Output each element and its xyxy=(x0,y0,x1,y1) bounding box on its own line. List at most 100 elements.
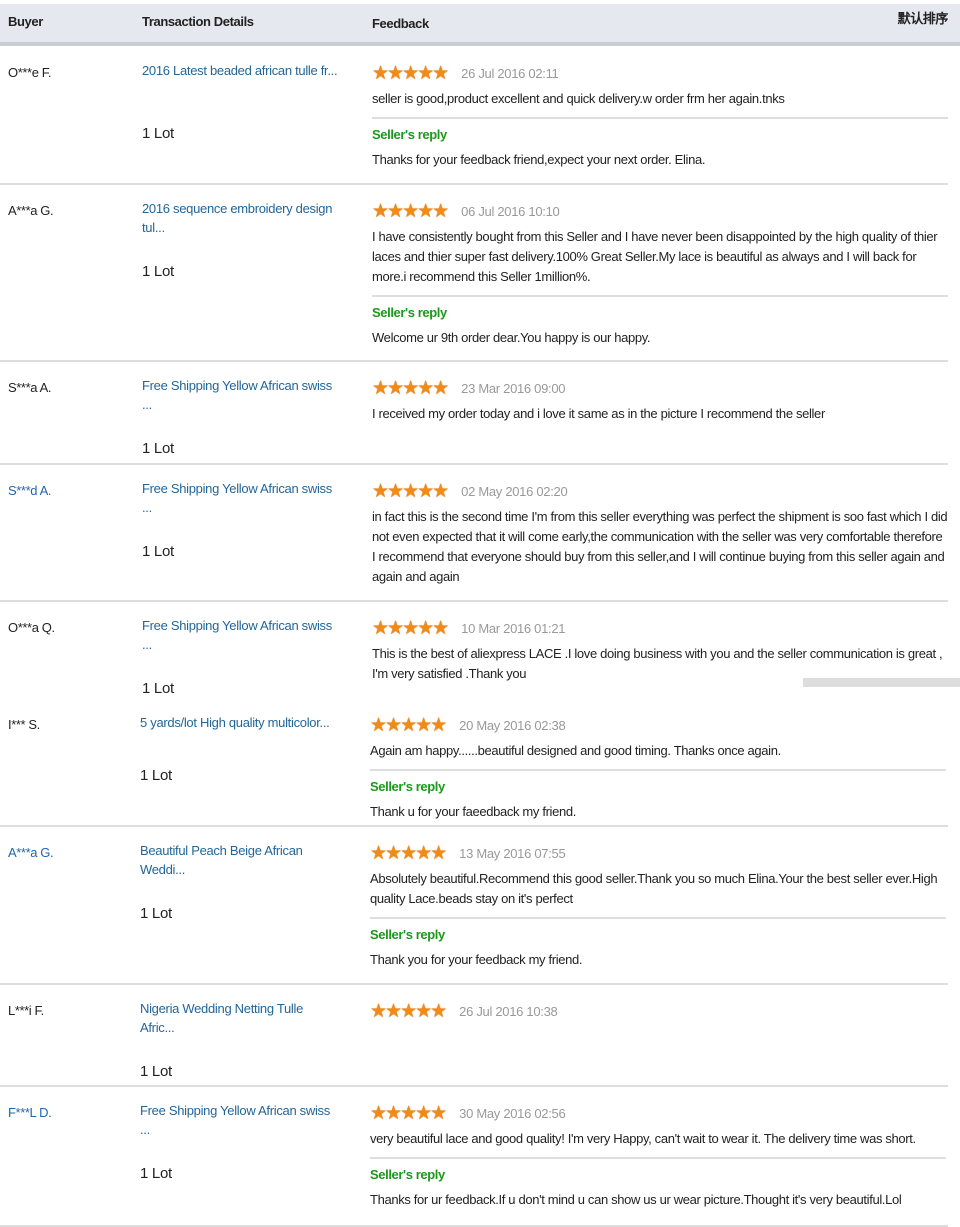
feedback-cell: ★★★★★ 13 May 2016 07:55 Absolutely beautif… xyxy=(370,842,946,967)
rating-line: ★★★★★ 23 Mar 2016 09:00 xyxy=(372,377,948,400)
rating-line: ★★★★★ 02 May 2016 02:20 xyxy=(372,480,948,503)
product-link[interactable]: Free Shipping Yellow African swiss ... xyxy=(140,1103,330,1137)
product-link[interactable]: Free Shipping Yellow African swiss ... xyxy=(142,618,332,652)
buyer-name: S***a A. xyxy=(8,380,52,395)
reply-divider xyxy=(372,117,948,119)
feedback-date: 06 Jul 2016 10:10 xyxy=(461,204,560,219)
feedback-date: 10 Mar 2016 01:21 xyxy=(461,621,566,636)
product-link[interactable]: Free Shipping Yellow African swiss ... xyxy=(142,481,332,515)
seller-reply-label: Seller's reply xyxy=(370,779,445,794)
product-link[interactable]: 5 yards/lot High quality multicolor... xyxy=(140,715,330,730)
product-link[interactable]: Nigeria Wedding Netting Tulle Afric... xyxy=(140,1001,304,1035)
feedback-text: Absolutely beautiful.Recommend this good… xyxy=(370,871,938,906)
buyer-name[interactable]: A***a G. xyxy=(8,845,54,860)
table-row: A***a G. Beautiful Peach Beige African We… xyxy=(0,825,948,985)
feedback-date: 02 May 2016 02:20 xyxy=(461,484,568,499)
table-row: S***a A. Free Shipping Yellow African swi… xyxy=(0,360,948,465)
seller-reply-text: Thank u for your faeedback my friend. xyxy=(370,804,576,819)
reply-divider xyxy=(370,769,946,771)
buyer-name: A***a G. xyxy=(8,203,54,218)
table-row: S***d A. Free Shipping Yellow African swi… xyxy=(0,463,948,602)
seller-reply-text: Welcome ur 9th order dear.You happy is o… xyxy=(372,330,651,345)
feedback-text: seller is good,product excellent and qui… xyxy=(372,91,785,106)
feedback-text: I have consistently bought from this Sel… xyxy=(372,229,938,284)
table-row: O***a Q. Free Shipping Yellow African swi… xyxy=(0,600,948,697)
feedback-text: in fact this is the second time I'm from… xyxy=(372,509,948,584)
feedback-cell: ★★★★★ 02 May 2016 02:20 in fact this is th… xyxy=(372,480,948,587)
reply-divider xyxy=(372,295,948,297)
table-row: L***i F. Nigeria Wedding Netting Tulle Af… xyxy=(0,983,948,1087)
five-star-rating-icon: ★★★★★ xyxy=(372,481,449,502)
feedback-cell: ★★★★★ 23 Mar 2016 09:00 I received my orde… xyxy=(372,377,948,424)
rating-line: ★★★★★ 26 Jul 2016 10:38 xyxy=(370,1000,946,1023)
rating-line: ★★★★★ 26 Jul 2016 02:11 xyxy=(372,62,948,85)
quantity: 1 Lot xyxy=(142,680,174,697)
five-star-rating-icon: ★★★★★ xyxy=(370,843,447,864)
feedback-cell: ★★★★★ 30 May 2016 02:56 very beautiful lac… xyxy=(370,1102,946,1207)
five-star-rating-icon: ★★★★★ xyxy=(372,618,449,639)
buyer-name: L***i F. xyxy=(8,1003,44,1018)
feedback-date: 20 May 2016 02:38 xyxy=(459,718,566,733)
buyer-name[interactable]: F***L D. xyxy=(8,1105,52,1120)
feedback-cell: ★★★★★ 10 Mar 2016 01:21 This is the best o… xyxy=(372,617,948,684)
feedback-cell: ★★★★★ 20 May 2016 02:38 Again am happy....… xyxy=(370,714,946,819)
buyer-name: O***e F. xyxy=(8,65,52,80)
buyer-name: O***a Q. xyxy=(8,620,55,635)
product-link[interactable]: 2016 sequence embroidery design tul... xyxy=(142,201,333,235)
table-row: A***a G. 2016 sequence embroidery design … xyxy=(0,183,948,362)
five-star-rating-icon: ★★★★★ xyxy=(370,1001,447,1022)
header-feedback: Feedback xyxy=(372,16,429,31)
feedback-text: This is the best of aliexpress LACE .I l… xyxy=(372,646,943,681)
feedback-date: 26 Jul 2016 10:38 xyxy=(459,1004,558,1019)
seller-reply-label: Seller's reply xyxy=(370,1167,445,1182)
five-star-rating-icon: ★★★★★ xyxy=(370,715,447,736)
rating-line: ★★★★★ 30 May 2016 02:56 xyxy=(370,1102,946,1125)
quantity: 1 Lot xyxy=(142,263,174,280)
buyer-name: I*** S. xyxy=(8,717,40,732)
feedback-date: 13 May 2016 07:55 xyxy=(459,846,566,861)
quantity: 1 Lot xyxy=(142,125,174,142)
product-link[interactable]: 2016 Latest beaded african tulle fr... xyxy=(142,63,338,78)
quantity: 1 Lot xyxy=(142,543,174,560)
reply-divider xyxy=(370,1157,946,1159)
feedback-text: Again am happy......beautiful designed a… xyxy=(370,743,781,758)
header-transaction: Transaction Details xyxy=(142,14,254,29)
divider-bar xyxy=(803,678,960,687)
feedback-cell: ★★★★★ 26 Jul 2016 10:38 xyxy=(370,1000,946,1023)
feedback-date: 30 May 2016 02:56 xyxy=(459,1106,566,1121)
five-star-rating-icon: ★★★★★ xyxy=(372,201,449,222)
five-star-rating-icon: ★★★★★ xyxy=(372,378,449,399)
quantity: 1 Lot xyxy=(140,1165,172,1182)
quantity: 1 Lot xyxy=(142,440,174,457)
reply-divider xyxy=(370,917,946,919)
table-row: I*** S. 5 yards/lot High quality multicol… xyxy=(0,697,948,827)
product-link[interactable]: Beautiful Peach Beige African Weddi... xyxy=(140,843,303,877)
quantity: 1 Lot xyxy=(140,905,172,922)
seller-reply-label: Seller's reply xyxy=(372,305,447,320)
rating-line: ★★★★★ 13 May 2016 07:55 xyxy=(370,842,946,865)
default-sort-button[interactable]: 默认排序 xyxy=(897,11,949,26)
feedback-cell: ★★★★★ 06 Jul 2016 10:10 I have consistentl… xyxy=(372,200,948,345)
rating-line: ★★★★★ 10 Mar 2016 01:21 xyxy=(372,617,948,640)
header-buyer: Buyer xyxy=(8,14,43,29)
feedback-date: 23 Mar 2016 09:00 xyxy=(461,381,566,396)
buyer-name[interactable]: S***d A. xyxy=(8,483,52,498)
five-star-rating-icon: ★★★★★ xyxy=(370,1103,447,1124)
rating-line: ★★★★★ 20 May 2016 02:38 xyxy=(370,714,946,737)
product-link[interactable]: Free Shipping Yellow African swiss ... xyxy=(142,378,332,412)
seller-reply-label: Seller's reply xyxy=(372,127,447,142)
feedback-text: very beautiful lace and good quality! I'… xyxy=(370,1131,916,1146)
five-star-rating-icon: ★★★★★ xyxy=(372,63,449,84)
rating-line: ★★★★★ 06 Jul 2016 10:10 xyxy=(372,200,948,223)
feedback-cell: ★★★★★ 26 Jul 2016 02:11 seller is good,pro… xyxy=(372,62,948,167)
table-row: F***L D. Free Shipping Yellow African swi… xyxy=(0,1085,948,1227)
quantity: 1 Lot xyxy=(140,767,172,784)
seller-reply-label: Seller's reply xyxy=(370,927,445,942)
seller-reply-text: Thanks for your feedback friend,expect y… xyxy=(372,152,706,167)
table-row: O***e F. 2016 Latest beaded african tulle… xyxy=(0,45,948,185)
quantity: 1 Lot xyxy=(140,1063,172,1080)
table-header: Buyer Transaction Details Feedback 默认排序 xyxy=(0,4,960,46)
feedback-date: 26 Jul 2016 02:11 xyxy=(461,66,559,81)
feedback-text: I received my order today and i love it … xyxy=(372,406,825,421)
seller-reply-text: Thank you for your feedback my friend. xyxy=(370,952,583,967)
